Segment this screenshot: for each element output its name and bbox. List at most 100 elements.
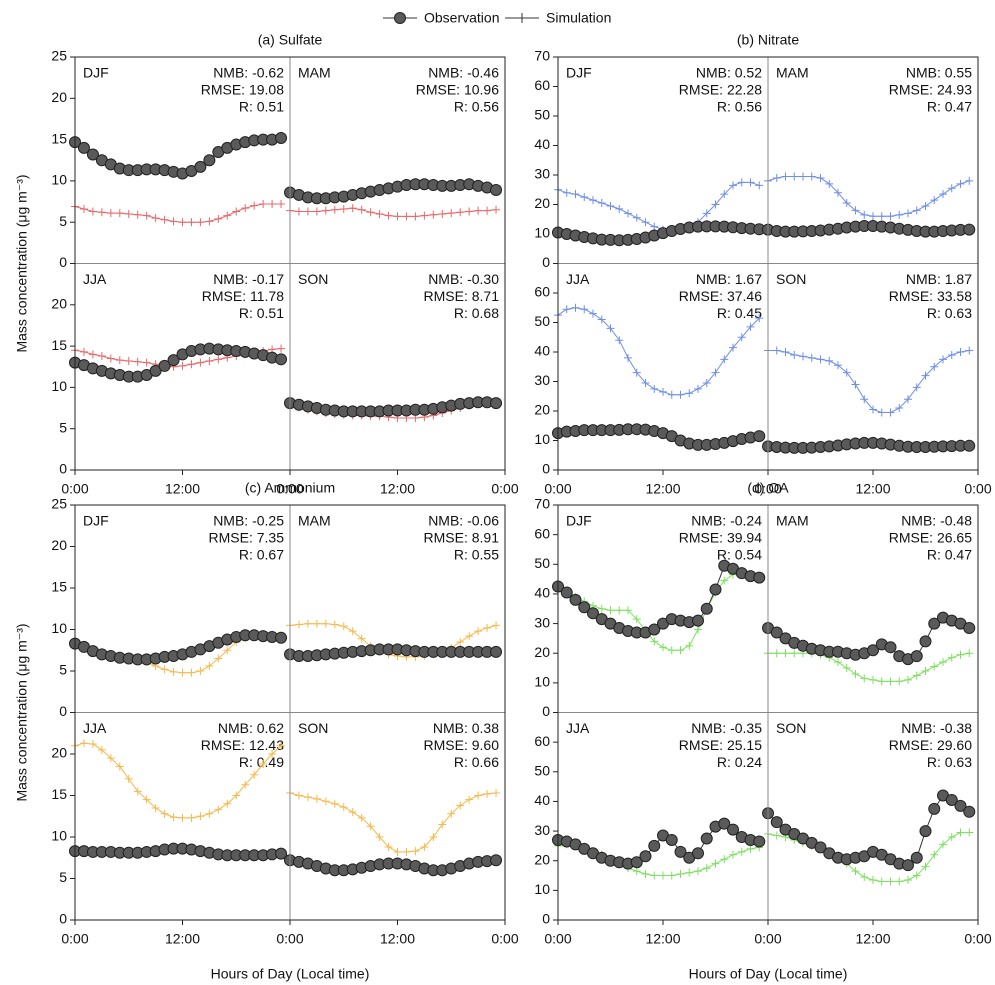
stat-label: NMB: -0.62: [213, 65, 284, 81]
y-tick-label: 0: [59, 911, 67, 927]
simulation-marker: [580, 193, 589, 202]
simulation-marker: [465, 632, 474, 641]
simulation-marker: [711, 368, 720, 377]
simulation-marker: [737, 333, 746, 342]
y-tick-label: 0: [59, 254, 67, 270]
legend-label: Simulation: [546, 10, 611, 26]
simulation-marker: [474, 791, 483, 800]
simulation-marker: [429, 210, 438, 219]
simulation-marker: [816, 173, 825, 182]
simulation-marker: [729, 850, 737, 859]
simulation-marker: [790, 350, 799, 359]
stat-label: RMSE: 25.15: [679, 737, 762, 753]
simulation-marker: [124, 356, 133, 365]
season-label: JJA: [83, 271, 107, 287]
simulation-marker: [133, 787, 142, 796]
simulation-marker: [483, 789, 492, 798]
simulation-marker: [842, 368, 851, 377]
simulation-marker: [790, 172, 799, 181]
simulation-marker: [330, 799, 339, 808]
simulation-marker: [895, 677, 904, 686]
simulation-marker: [420, 842, 429, 851]
simulation-marker: [632, 867, 641, 876]
simulation-marker: [676, 870, 685, 879]
simulation-marker: [702, 378, 711, 387]
simulation-marker: [851, 669, 860, 678]
simulation-marker: [169, 667, 178, 676]
observation-marker: [203, 154, 216, 167]
simulation-marker: [597, 604, 606, 613]
simulation-marker: [115, 209, 124, 218]
simulation-marker: [492, 789, 501, 798]
simulation-marker: [312, 619, 321, 628]
stat-label: NMB: -0.48: [901, 513, 972, 529]
x-tick-label: 0:00: [61, 931, 88, 947]
simulation-marker: [904, 875, 912, 884]
stat-label: NMB: 1.87: [906, 271, 972, 287]
stat-label: RMSE: 11.78: [202, 288, 284, 304]
simulation-marker: [615, 606, 624, 615]
simulation-marker: [321, 206, 330, 215]
stat-label: NMB: 0.62: [218, 720, 284, 736]
simulation-marker: [939, 658, 947, 667]
simulation-marker: [142, 358, 151, 367]
y-tick-label: 5: [59, 662, 67, 678]
simulation-marker: [904, 675, 912, 684]
y-tick-label: 10: [534, 225, 550, 241]
simulation-marker: [606, 201, 615, 210]
observation-marker: [770, 816, 783, 829]
observation-marker: [490, 854, 503, 867]
stat-label: R: 0.47: [927, 99, 972, 115]
y-tick-label: 60: [534, 525, 550, 541]
y-tick-label: 20: [51, 89, 67, 105]
simulation-marker: [711, 200, 720, 209]
y-tick-label: 40: [534, 343, 550, 359]
stat-label: R: 0.66: [454, 754, 499, 770]
simulation-marker: [366, 822, 375, 831]
simulation-marker: [384, 842, 393, 851]
y-tick-label: 10: [51, 828, 67, 844]
simulation-marker: [178, 218, 187, 227]
simulation-marker: [115, 356, 124, 365]
observation-marker: [560, 586, 573, 599]
simulation-marker: [187, 360, 196, 369]
y-tick-label: 20: [51, 745, 67, 761]
x-tick-label: 0:00: [276, 481, 303, 497]
simulation-marker: [597, 199, 606, 208]
simulation-line: [74, 742, 282, 819]
simulation-marker: [106, 754, 115, 763]
y-axis-label: Mass concentration (μg m⁻³): [14, 623, 30, 801]
simulation-marker: [97, 352, 106, 361]
y-tick-label: 5: [59, 869, 67, 885]
frame: [74, 56, 506, 471]
simulation-line: [289, 792, 497, 853]
simulation-marker: [860, 674, 869, 683]
y-tick-label: 70: [534, 496, 550, 512]
simulation-marker: [205, 356, 214, 365]
simulation-marker: [956, 179, 965, 188]
panel: (b) Nitrate 0 10 20 30 40 50 60 70 0 10 20 30 40 50 60 0…: [534, 32, 991, 497]
season-label: SON: [298, 720, 328, 736]
simulation-marker: [259, 200, 268, 209]
y-tick-label: 10: [51, 620, 67, 636]
simulation-marker: [492, 621, 501, 630]
simulation-marker: [456, 801, 465, 810]
stat-label: NMB: -0.35: [691, 720, 762, 736]
observation-marker: [928, 617, 941, 630]
simulation-marker: [366, 208, 375, 217]
simulation-marker: [851, 206, 860, 215]
y-tick-label: 40: [534, 792, 550, 808]
y-tick-label: 0: [59, 461, 67, 477]
stat-label: RMSE: 8.71: [424, 288, 500, 304]
simulation-marker: [429, 833, 438, 841]
simulation-marker: [895, 404, 904, 413]
observation-marker: [919, 825, 932, 838]
stat-label: RMSE: 10.96: [416, 82, 499, 98]
simulation-marker: [860, 210, 869, 219]
panel-title: (a) Sulfate: [258, 32, 323, 48]
simulation-marker: [133, 210, 142, 219]
observation-marker: [700, 832, 713, 845]
x-tick-label: 0:00: [276, 931, 303, 947]
season-label: DJF: [566, 513, 592, 529]
simulation-marker: [339, 803, 348, 812]
